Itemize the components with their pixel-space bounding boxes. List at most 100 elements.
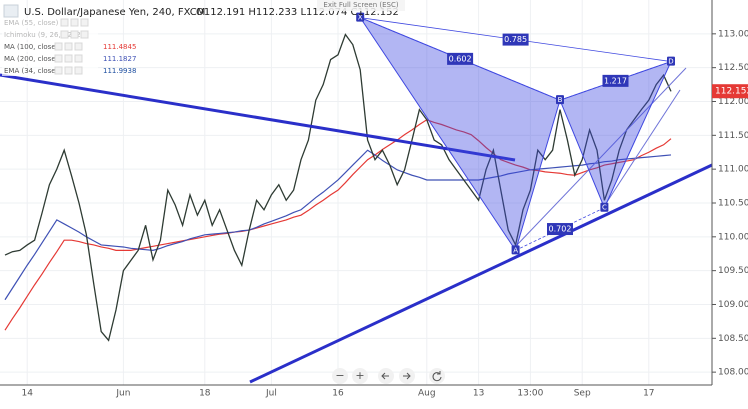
x-tick-label: 13 [473,389,484,399]
ratio-box [602,74,629,87]
axis-panel [712,0,748,405]
x-tick-label: Jun [115,389,130,399]
legend-button[interactable] [80,30,89,39]
legend: U.S. Dollar/Japanese Yen, 240, FXCM O112… [2,4,399,76]
legend-button[interactable] [70,30,79,39]
zoom-label: + [355,369,364,382]
y-tick-label: 109.500 [718,266,748,276]
pattern-point-label: X [358,14,363,22]
y-tick-label: 111.500 [718,131,748,141]
pattern-point [356,12,365,22]
legend-bg [2,42,98,52]
ratio-label: 1.217 [604,76,627,85]
legend-button[interactable] [54,54,63,63]
pattern-point [511,245,520,255]
trend-line [0,73,516,162]
pattern-point-label: D [668,58,673,66]
legend-icon [3,4,19,18]
ma-line [4,119,672,331]
fullscreen-hint: Exit Full Screen (ESC) [323,1,398,9]
y-tick-label: 108.500 [718,334,748,344]
pattern-point-label: C [602,204,607,212]
trend-line [249,163,713,384]
legend-button[interactable] [64,54,73,63]
pattern-point-label: B [558,96,563,104]
legend-button[interactable] [74,54,83,63]
y-tick-label: 113.000 [718,29,748,39]
ratio-box [502,33,529,46]
ratio-label: 0.785 [504,35,527,44]
pattern-point [600,202,609,212]
legend-name: MA (200, close) [4,55,59,63]
legend-button[interactable] [60,30,69,39]
legend-button[interactable] [64,42,73,51]
legend-button[interactable] [70,18,79,27]
ratio-line [559,61,672,101]
axes: 108.000 108.500 109.000 109.500 110.000 110.5… [21,29,748,399]
legend-button[interactable] [64,66,73,75]
ratio-box [547,223,573,236]
ratio-line [515,207,605,251]
legend-bg [2,54,98,64]
legend-bg [2,30,98,40]
x-tick-label: 17 [643,389,654,399]
reset-button[interactable] [429,368,445,384]
y-tick-label: 110.500 [718,198,748,208]
ma-line [4,149,672,301]
legend-name: EMA (55, close) [4,19,59,27]
legend-name: MA (100, close) [4,43,59,51]
legend-name: Ichimoku (9, 26, 52, 26) [4,31,88,39]
pattern-point [667,56,675,66]
zoom-button[interactable] [352,368,368,384]
y-tick-label: 109.000 [718,300,748,310]
channel-line [515,67,687,247]
legend-name: EMA (34, close) [4,67,59,75]
price-tag [712,84,748,99]
ratio-box [447,52,474,65]
legend-button[interactable] [54,66,63,75]
x-tick-label: 14 [21,389,33,399]
legend-value: 111.4845 [103,43,136,51]
ratio-line [360,17,561,101]
legend-button[interactable] [80,18,89,27]
back-icon [381,372,389,380]
zoom-button[interactable] [332,368,348,384]
legend-bg [2,18,98,28]
x-tick-label: 13:00 [517,389,543,399]
zoom-controls: − + [332,368,445,384]
x-tick-label: 16 [332,389,344,399]
price-tag-label: 112.152 [715,87,748,97]
x-tick-label: Sep [574,389,591,399]
legend-bg [2,66,98,76]
hint-box [317,0,405,11]
price-line [4,33,672,342]
reset-icon [432,371,442,382]
channel-line [604,89,681,206]
chart-title: U.S. Dollar/Japanese Yen, 240, FXCM [24,7,205,18]
legend-button[interactable] [54,42,63,51]
legend-value: 111.9938 [103,67,136,75]
x-tick-label: 18 [199,389,211,399]
zoom-label: − [335,369,344,382]
legend-button[interactable] [74,42,83,51]
legend-button[interactable] [74,66,83,75]
ratio-label: 0.702 [549,225,572,234]
ohlc: O112.191 H112.233 L112.074 C112.152 [196,7,399,18]
y-tick-label: 111.000 [718,165,748,175]
ratio-label: 0.602 [449,54,472,63]
pattern-point-label: A [513,246,518,254]
y-tick-label: 112.000 [718,97,748,107]
harmonic-pattern: 0.602 0.785 1.217 0.702 X A B C D [356,12,675,255]
plot-area [4,33,672,342]
pattern-point [556,95,564,105]
grid [0,0,712,385]
x-tick-label: Jul [265,389,277,399]
y-tick-label: 110.000 [718,232,748,242]
y-tick-label: 108.000 [718,368,748,378]
y-tick-label: 112.500 [718,63,748,73]
x-tick-label: Aug [418,389,436,399]
legend-value: 111.1827 [103,55,136,63]
legend-button[interactable] [60,18,69,27]
forward-icon [403,372,411,380]
